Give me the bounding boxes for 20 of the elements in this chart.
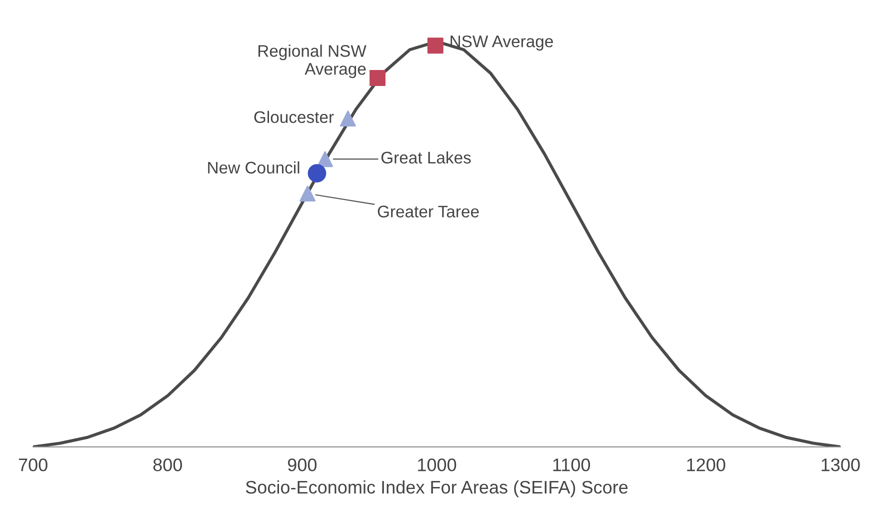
series-label: New Council [208, 161, 300, 174]
series-label: Gloucester [254, 110, 334, 124]
x-tick-label: 700 [18, 458, 48, 472]
point [370, 70, 386, 86]
point [427, 38, 444, 54]
x-tick-label: 1200 [687, 458, 726, 472]
point [300, 186, 316, 202]
point [340, 110, 356, 127]
text: Great Lakes [381, 151, 471, 164]
text: Greater Taree [378, 206, 479, 218]
x-tick-label: 1100 [553, 458, 590, 472]
x-tick-label: 1000 [418, 458, 456, 472]
series-label: NSW Average [450, 35, 553, 51]
x-tick-label: 1300 [822, 458, 860, 472]
point [308, 164, 326, 182]
series-label: Regional NSW Average [258, 44, 366, 78]
x-tick-label: 900 [288, 458, 317, 472]
x-tick-label: 800 [153, 458, 182, 472]
x-axis-title: Socio-Economic Index For Areas (SEIFA) Score [246, 480, 628, 498]
point [317, 151, 334, 168]
